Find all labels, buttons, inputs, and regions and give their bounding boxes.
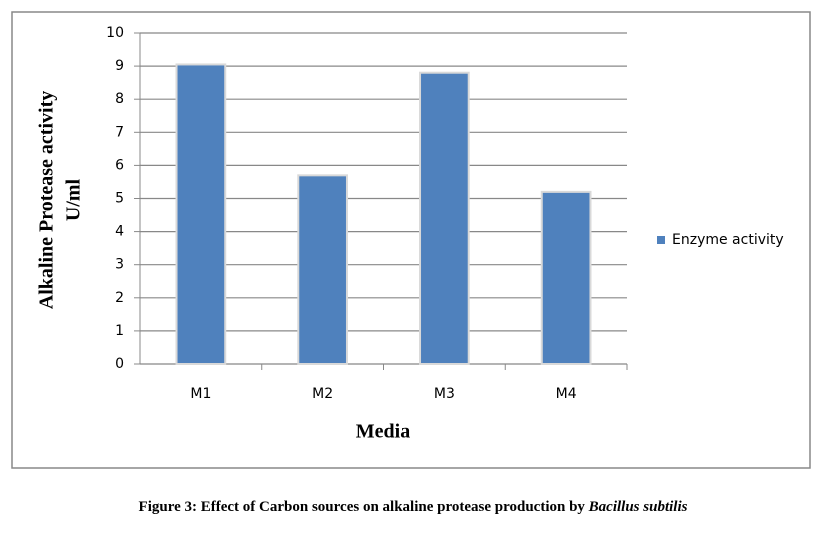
y-tick-label: 4 — [115, 224, 124, 240]
legend-label: Enzyme activity — [672, 232, 784, 248]
x-tick-label: M2 — [312, 386, 333, 402]
caption-species: Bacillus subtilis — [588, 499, 688, 515]
y-axis-title-line: U/ml — [63, 178, 85, 221]
chart-frame — [11, 11, 811, 469]
x-tick-label: M1 — [190, 386, 211, 402]
caption: Figure 3: Effect of Carbon sources on al… — [139, 499, 688, 515]
bar — [175, 63, 227, 365]
y-tick-label: 5 — [115, 191, 124, 207]
y-tick-label: 2 — [115, 290, 124, 306]
caption-text: Figure 3: Effect of Carbon sources on al… — [139, 499, 586, 515]
y-tick-label: 0 — [115, 356, 124, 372]
y-tick-label: 3 — [115, 257, 124, 273]
legend-swatch — [657, 236, 665, 244]
y-tick-label: 10 — [106, 25, 124, 41]
y-axis-title: Alkaline Protease activity U/ml — [36, 91, 85, 309]
y-tick-label: 6 — [115, 157, 124, 173]
x-tick-label: M3 — [434, 386, 455, 402]
bar — [297, 174, 348, 365]
y-axis-title-line: Alkaline Protease activity — [36, 91, 58, 309]
bar — [419, 71, 470, 365]
y-tick-label: 9 — [115, 58, 124, 74]
x-axis-title: Media — [356, 421, 410, 443]
y-tick-label: 8 — [115, 91, 124, 107]
x-tick-label: M4 — [556, 386, 577, 402]
y-tick-label: 1 — [115, 323, 124, 339]
bar — [540, 190, 592, 365]
y-tick-label: 7 — [115, 124, 124, 140]
